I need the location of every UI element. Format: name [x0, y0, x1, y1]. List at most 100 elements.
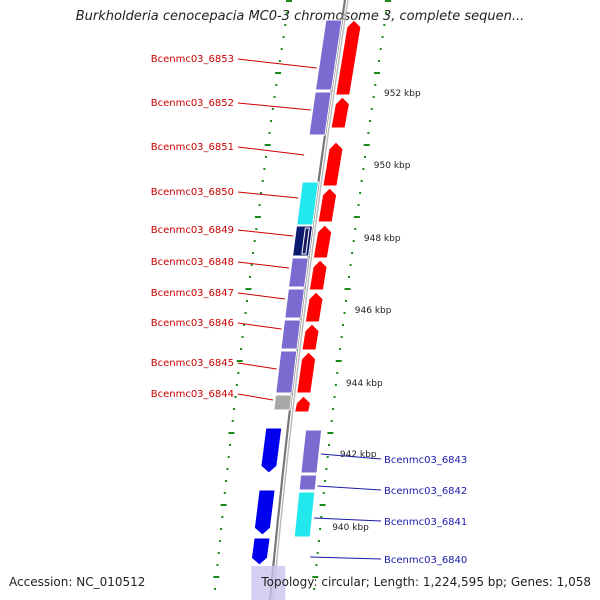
- forward-gene-arrow: [301, 323, 320, 351]
- tick-mark: [255, 228, 258, 230]
- tick-mark: [322, 492, 325, 494]
- tick-mark: [245, 288, 252, 290]
- map-title: Burkholderia cenocepacia MC0-3 chromosom…: [75, 9, 525, 24]
- tick-mark: [352, 240, 355, 242]
- leader-line: [237, 58, 317, 69]
- leader-line: [237, 322, 282, 330]
- leader-line: [310, 556, 382, 560]
- cds-block: [273, 394, 293, 411]
- tick-mark: [351, 252, 354, 254]
- tick-mark: [381, 36, 384, 38]
- tick-mark: [340, 336, 343, 338]
- tick-mark: [216, 564, 219, 566]
- leader-line: [237, 261, 290, 269]
- forward-gene-arrow: [293, 395, 312, 413]
- tick-mark: [252, 252, 255, 254]
- tick-mark: [372, 96, 375, 98]
- tick-mark: [360, 180, 363, 182]
- tick-mark: [233, 408, 236, 410]
- gene-label-left: Bcenmc03_6848: [151, 257, 234, 268]
- leader-line: [317, 485, 382, 491]
- cds-block: [284, 288, 305, 319]
- scale-label: 944 kbp: [346, 379, 383, 389]
- tick-mark: [324, 480, 327, 482]
- tick-mark: [236, 360, 243, 362]
- tick-mark: [363, 144, 370, 146]
- gene-label-left: Bcenmc03_6852: [151, 98, 234, 109]
- scale-label: 942 kbp: [340, 450, 377, 460]
- tick-mark: [221, 516, 224, 518]
- tick-mark: [220, 528, 223, 530]
- cds-block: [308, 91, 332, 136]
- cds-block: [298, 474, 318, 491]
- tick-mark: [253, 240, 256, 242]
- tick-mark: [265, 156, 267, 158]
- tick-mark: [241, 336, 244, 338]
- tick-mark: [345, 300, 347, 302]
- tick-mark: [383, 24, 386, 26]
- tick-mark: [333, 396, 336, 398]
- gene-track: [250, 19, 362, 600]
- leader-line: [320, 453, 382, 460]
- scale-label: 946 kbp: [355, 306, 392, 316]
- tick-mark: [385, 0, 391, 2]
- gene-labels: Bcenmc03_6853 Bcenmc03_6852 Bcenmc03_6851 B…: [151, 54, 468, 566]
- tick-mark: [270, 120, 273, 122]
- gene-label-right: Bcenmc03_6842: [384, 486, 467, 497]
- tick-mark: [282, 36, 285, 38]
- leader-line: [237, 146, 305, 156]
- forward-gene-arrow: [308, 259, 328, 291]
- tick-mark: [286, 0, 292, 2]
- faded-gene-block: [251, 566, 286, 600]
- tick-mark: [246, 300, 248, 302]
- tick-mark: [223, 492, 226, 494]
- tick-mark: [325, 468, 328, 470]
- scale-label: 950 kbp: [374, 161, 411, 171]
- gene-label-right: Bcenmc03_6843: [384, 455, 467, 466]
- cds-block: [275, 350, 298, 394]
- tick-mark: [370, 108, 373, 110]
- forward-gene-arrow: [335, 19, 362, 96]
- forward-gene-arrow: [322, 141, 344, 187]
- tick-mark: [343, 312, 346, 314]
- gene-label-left: Bcenmc03_6851: [151, 142, 234, 153]
- gene-label-left: Bcenmc03_6846: [151, 318, 234, 329]
- tick-mark: [362, 168, 365, 170]
- tick-mark: [334, 384, 337, 386]
- tick-mark: [319, 504, 326, 506]
- cds-block: [288, 257, 309, 288]
- cds-track: [273, 19, 343, 538]
- tick-mark: [220, 504, 227, 506]
- tick-mark: [278, 60, 281, 62]
- tick-mark: [357, 204, 360, 206]
- leader-line: [237, 191, 299, 199]
- tick-mark: [349, 264, 352, 266]
- forward-gene-arrow: [317, 187, 338, 223]
- tick-mark: [231, 420, 234, 422]
- gene-label-left: Bcenmc03_6849: [151, 225, 234, 236]
- tick-mark: [227, 456, 230, 458]
- leader-line: [237, 229, 294, 237]
- cds-block: [280, 319, 302, 350]
- tick-mark: [280, 48, 283, 50]
- reverse-gene-arrow: [250, 537, 271, 566]
- tick-mark: [249, 276, 251, 278]
- gene-label-left: Bcenmc03_6847: [151, 288, 234, 299]
- reverse-gene-arrow: [260, 427, 283, 474]
- tick-mark: [336, 372, 339, 374]
- accession-text: Accession: NC_010512: [9, 575, 146, 589]
- cds-block: [296, 181, 319, 226]
- tick-mark: [379, 48, 382, 50]
- tick-mark: [377, 60, 380, 62]
- tick-mark: [344, 288, 351, 290]
- tick-mark: [320, 516, 323, 518]
- scale-ticks: [213, 0, 391, 590]
- tick-mark: [229, 444, 231, 446]
- tick-mark: [353, 216, 360, 218]
- leader-line: [237, 102, 311, 111]
- gene-label-right: Bcenmc03_6840: [384, 555, 467, 566]
- tick-mark: [250, 264, 253, 266]
- tick-mark: [260, 192, 263, 194]
- scale-label: 952 kbp: [384, 89, 421, 99]
